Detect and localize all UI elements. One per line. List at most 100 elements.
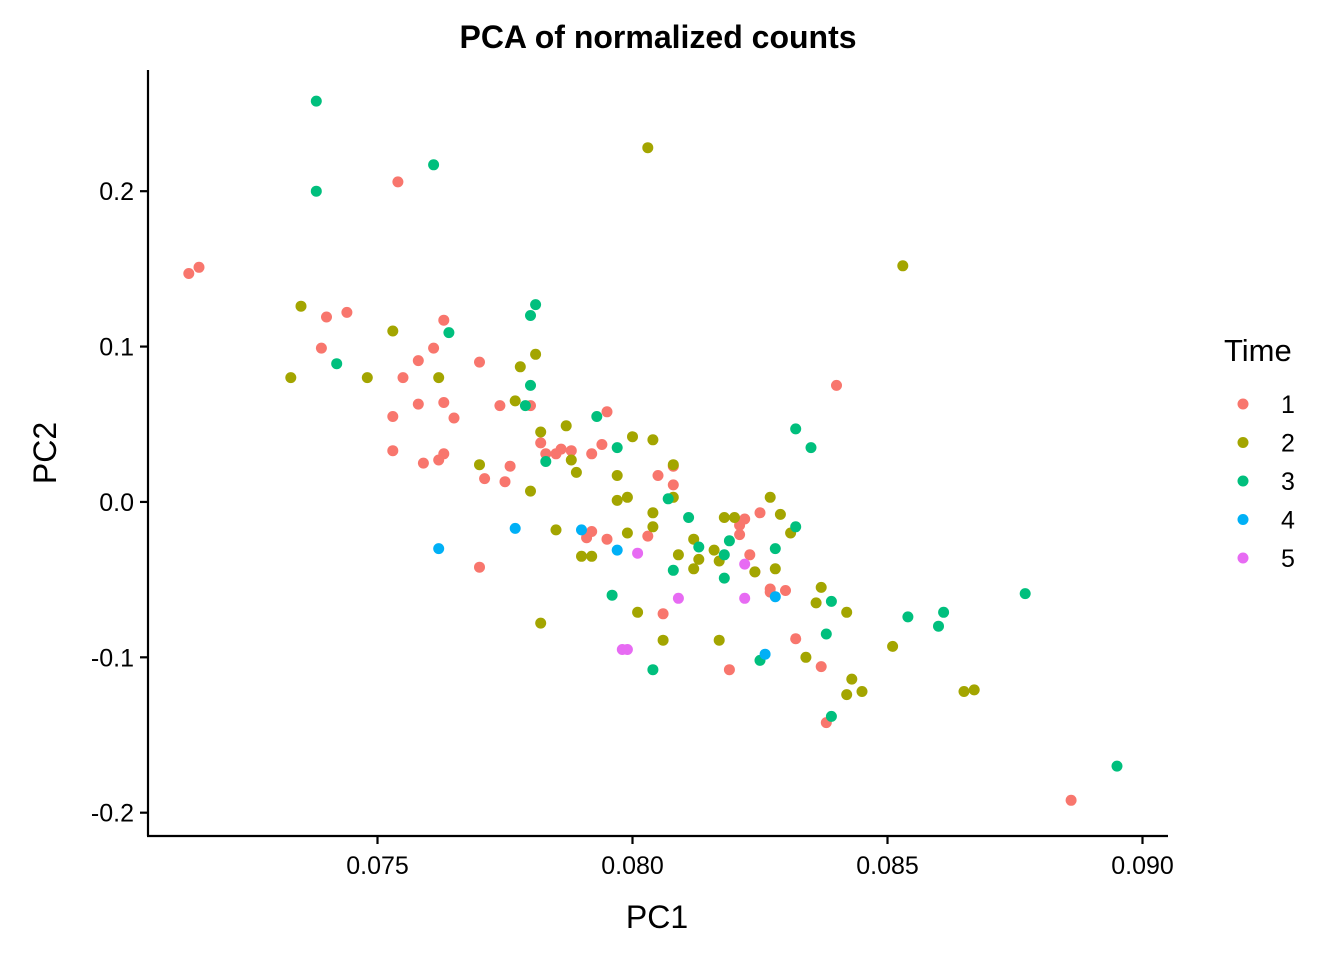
point-series-3-31 (938, 606, 950, 618)
point-series-3-1 (310, 185, 322, 197)
point-series-2-38 (718, 512, 730, 523)
point-series-3-20 (723, 535, 735, 547)
point-series-3-18 (718, 549, 730, 561)
point-series-3-23 (790, 423, 802, 435)
point-series-1-5 (341, 306, 353, 318)
point-series-4-5 (769, 591, 781, 603)
plot-area: 0.075 0.080 0.085 0.090 -0.2 -0.1 0.0 0.1 0.2 (91, 70, 1174, 880)
point-series-1-4 (321, 311, 332, 323)
point-series-2-13 (560, 420, 572, 432)
point-series-3-11 (606, 589, 618, 601)
point-series-2-1 (295, 300, 307, 312)
point-series-2-24 (642, 142, 654, 154)
point-series-1-6 (387, 411, 399, 422)
legend-key-5 (1237, 552, 1249, 564)
point-series-4-2 (576, 524, 587, 536)
point-series-1-14 (438, 397, 450, 408)
point-series-2-0 (285, 372, 297, 384)
legend-key-3 (1237, 475, 1249, 487)
point-series-1-3 (315, 342, 327, 354)
point-series-2-17 (586, 550, 598, 562)
point-series-3-10 (591, 411, 603, 422)
point-series-3-14 (662, 493, 674, 505)
point-series-1-7 (387, 445, 399, 457)
legend-item-4: 4 (1237, 507, 1295, 535)
point-series-5-1 (621, 644, 633, 655)
point-series-1-47 (754, 507, 766, 519)
point-series-1-31 (586, 448, 598, 460)
point-series-2-54 (958, 686, 970, 697)
y-tick-label: -0.1 (91, 644, 134, 672)
point-series-2-20 (621, 491, 633, 503)
y-tick-label: 0.2 (99, 178, 134, 206)
point-series-1-34 (601, 533, 613, 545)
point-series-2-42 (769, 563, 781, 575)
point-series-2-46 (810, 597, 822, 609)
point-series-1-2 (392, 176, 404, 188)
legend-key-2 (1237, 437, 1249, 448)
x-axis-ticks: 0.075 0.080 0.085 0.090 (346, 836, 1174, 880)
point-series-4-3 (611, 544, 623, 556)
point-series-2-6 (509, 395, 521, 407)
legend-item-1: 1 (1237, 391, 1295, 419)
point-series-2-12 (550, 524, 562, 536)
point-series-2-40 (749, 566, 761, 578)
data-points (183, 95, 1123, 806)
point-series-1-23 (504, 460, 516, 472)
point-series-2-21 (621, 527, 633, 539)
point-series-2-32 (688, 533, 700, 545)
point-series-3-29 (902, 611, 914, 623)
point-series-1-15 (438, 448, 450, 460)
point-series-2-2 (361, 372, 373, 384)
point-series-2-25 (647, 507, 659, 519)
point-series-2-22 (627, 431, 638, 443)
point-series-2-5 (474, 459, 485, 471)
point-series-1-35 (601, 406, 613, 418)
point-series-1-38 (657, 608, 669, 620)
point-series-1-36 (642, 530, 654, 542)
point-series-2-39 (729, 512, 740, 523)
point-series-1-1 (193, 261, 205, 273)
point-series-3-5 (519, 400, 531, 412)
point-series-1-20 (479, 473, 491, 485)
point-series-2-37 (713, 634, 725, 646)
point-series-1-10 (412, 398, 424, 410)
point-series-3-12 (611, 442, 623, 454)
point-series-1-44 (739, 513, 751, 525)
point-series-3-22 (769, 543, 781, 555)
point-series-2-43 (774, 508, 786, 520)
x-tick-label: 0.090 (1111, 852, 1174, 880)
point-series-1-25 (535, 437, 547, 449)
point-series-1-28 (555, 443, 567, 455)
point-series-2-51 (856, 686, 868, 697)
point-series-2-49 (841, 689, 853, 701)
point-series-1-11 (417, 457, 429, 469)
point-series-3-33 (1111, 760, 1123, 772)
point-series-2-45 (800, 651, 812, 663)
legend-label-2: 2 (1281, 430, 1295, 458)
y-tick-label: -0.2 (91, 800, 134, 828)
point-series-3-16 (683, 512, 695, 523)
point-series-1-8 (397, 372, 409, 384)
point-series-1-33 (596, 439, 608, 450)
point-series-4-1 (509, 522, 521, 534)
point-series-2-27 (647, 434, 659, 446)
point-series-3-3 (428, 159, 440, 171)
point-series-3-17 (693, 541, 705, 553)
point-series-1-37 (652, 470, 664, 481)
point-series-3-13 (647, 664, 659, 676)
legend-label-5: 5 (1281, 545, 1295, 573)
x-tick-label: 0.080 (601, 852, 664, 880)
point-series-1-18 (474, 356, 485, 368)
point-series-1-52 (815, 661, 827, 673)
point-series-2-52 (887, 640, 899, 652)
point-series-4-4 (759, 648, 771, 660)
point-series-1-41 (723, 664, 735, 676)
point-series-2-28 (657, 634, 669, 646)
point-series-3-30 (933, 620, 944, 632)
point-series-2-26 (647, 521, 659, 533)
point-series-1-51 (790, 633, 802, 645)
point-series-2-7 (514, 361, 526, 373)
point-series-5-4 (739, 558, 751, 570)
point-series-1-19 (474, 561, 485, 573)
